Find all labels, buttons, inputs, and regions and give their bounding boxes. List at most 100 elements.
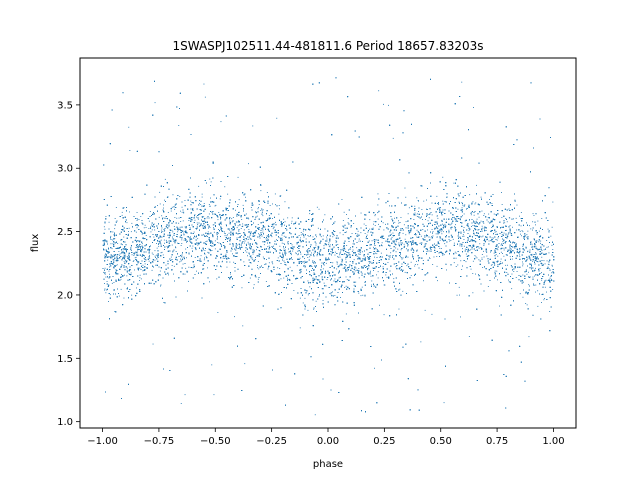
data-point	[280, 278, 282, 280]
data-point	[465, 261, 467, 263]
data-point	[526, 236, 528, 238]
data-point	[251, 259, 253, 261]
data-point	[230, 273, 231, 275]
data-point	[497, 249, 499, 251]
data-point	[249, 253, 250, 255]
data-point	[526, 222, 527, 224]
data-point	[152, 343, 154, 345]
data-point	[429, 257, 430, 259]
data-point	[250, 207, 252, 208]
data-point	[124, 274, 125, 276]
data-point	[431, 202, 433, 204]
data-point	[295, 253, 297, 255]
data-point	[404, 238, 406, 240]
data-point	[459, 245, 461, 247]
data-point	[515, 277, 517, 278]
data-point	[111, 282, 113, 284]
data-point	[330, 248, 332, 250]
data-point	[178, 222, 180, 224]
data-point	[106, 281, 108, 282]
data-point	[472, 225, 474, 226]
data-point	[369, 262, 371, 264]
data-point	[180, 260, 182, 262]
data-point	[501, 217, 503, 218]
data-point	[212, 236, 214, 238]
data-point	[471, 211, 473, 213]
data-point	[397, 248, 399, 250]
data-point	[374, 215, 376, 217]
data-point	[132, 261, 134, 262]
data-point	[378, 242, 380, 244]
data-point	[206, 217, 208, 219]
data-point	[170, 256, 172, 258]
data-point	[400, 249, 402, 251]
data-point	[375, 247, 377, 249]
data-point	[402, 232, 404, 234]
data-point	[136, 227, 138, 229]
data-point	[365, 281, 366, 282]
data-point	[149, 211, 151, 212]
data-point	[213, 224, 215, 226]
data-point	[122, 250, 124, 252]
data-point	[539, 254, 541, 255]
data-point	[257, 267, 258, 269]
data-point	[442, 231, 444, 233]
data-point	[296, 243, 298, 245]
data-point	[278, 213, 280, 215]
data-point	[463, 235, 465, 237]
data-point	[420, 341, 422, 343]
data-point	[337, 244, 339, 245]
data-point	[459, 294, 460, 296]
data-point	[512, 226, 513, 228]
data-point	[288, 241, 289, 243]
data-point	[120, 288, 122, 290]
data-point	[332, 291, 333, 293]
data-point	[450, 228, 452, 230]
data-point	[231, 218, 233, 220]
data-point	[183, 232, 185, 234]
data-point	[478, 229, 480, 230]
data-point	[414, 205, 416, 207]
data-point	[160, 243, 162, 245]
data-point	[391, 236, 393, 238]
data-point	[214, 240, 216, 242]
data-point	[283, 218, 285, 220]
data-point	[353, 284, 355, 286]
data-point	[509, 225, 511, 227]
data-point	[321, 272, 323, 273]
data-point	[377, 218, 379, 220]
data-point	[474, 255, 476, 257]
data-point	[159, 191, 161, 193]
data-point	[526, 234, 528, 236]
data-point	[263, 244, 265, 246]
data-point	[323, 263, 324, 265]
data-point	[283, 243, 285, 244]
data-point	[332, 247, 334, 249]
data-point	[203, 83, 205, 85]
data-point	[246, 224, 248, 226]
data-point	[227, 193, 229, 195]
data-point	[192, 208, 194, 209]
data-point	[243, 238, 245, 240]
data-point	[336, 261, 338, 263]
data-point	[268, 245, 270, 247]
data-point	[546, 240, 548, 241]
data-point	[353, 240, 354, 241]
data-point	[289, 251, 290, 253]
data-point	[222, 260, 223, 262]
data-point	[136, 240, 138, 242]
data-point	[139, 241, 140, 243]
data-point	[493, 252, 495, 254]
data-point	[446, 218, 447, 220]
data-point	[470, 239, 472, 241]
data-point	[165, 264, 167, 266]
data-point	[226, 266, 228, 268]
data-point	[543, 260, 545, 262]
data-point	[346, 245, 348, 246]
scatter-points	[102, 77, 555, 416]
data-point	[499, 253, 500, 254]
data-point	[367, 231, 369, 233]
data-point	[491, 203, 493, 204]
data-point	[363, 258, 365, 260]
